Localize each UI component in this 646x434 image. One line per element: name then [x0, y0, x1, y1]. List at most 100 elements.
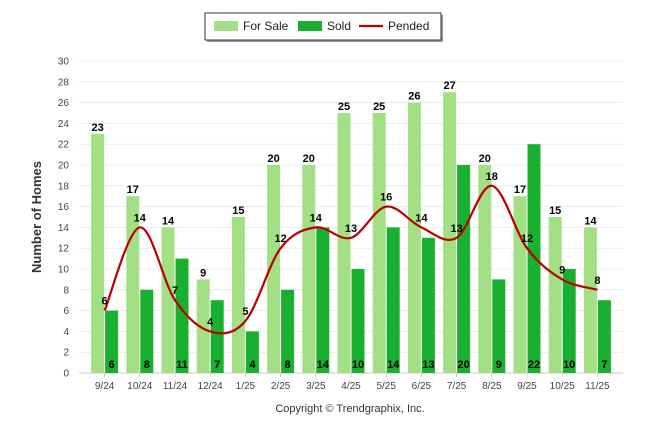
for-sale-value-label: 9 [200, 267, 206, 279]
bar-sold [421, 237, 435, 373]
for-sale-value-label: 25 [373, 101, 385, 113]
bar-sold [597, 300, 611, 373]
bar-for-sale [337, 113, 351, 373]
sold-value-label: 8 [144, 359, 150, 371]
pended-value-label: 12 [521, 233, 533, 245]
for-sale-value-label: 17 [514, 184, 526, 196]
bar-sold [492, 279, 506, 373]
pended-value-label: 7 [172, 285, 178, 297]
x-tick-label: 9/25 [517, 381, 537, 392]
bar-sold [457, 165, 471, 373]
sold-value-label: 4 [249, 359, 256, 371]
sold-value-label: 20 [457, 359, 469, 371]
bar-for-sale [583, 227, 597, 373]
y-tick-label: 2 [63, 348, 69, 359]
legend-swatch-sold [298, 21, 322, 31]
bar-sold [140, 289, 154, 373]
bar-for-sale [478, 165, 492, 373]
y-tick-label: 10 [58, 265, 70, 276]
bar-for-sale [196, 279, 210, 373]
x-tick-label: 2/25 [271, 381, 291, 392]
y-tick-label: 30 [58, 57, 70, 68]
bar-for-sale [231, 217, 245, 373]
x-tick-label: 3/25 [306, 381, 326, 392]
bar-sold [245, 331, 259, 373]
pended-line-layer [103, 184, 598, 335]
grid [79, 60, 623, 374]
y-tick-label: 0 [63, 369, 69, 380]
for-sale-value-label: 20 [303, 153, 315, 165]
bar-for-sale [443, 92, 457, 373]
pended-value-label: 13 [450, 223, 462, 235]
bar-sold [316, 227, 330, 373]
sold-value-label: 22 [528, 359, 540, 371]
bar-for-sale [267, 165, 281, 373]
for-sale-value-label: 26 [408, 91, 420, 103]
y-tick-label: 26 [58, 98, 70, 109]
y-tick-label: 28 [58, 77, 70, 88]
bar-sold [527, 144, 541, 373]
bar-sold [105, 310, 119, 373]
y-tick-label: 18 [58, 181, 70, 192]
pended-value-label: 16 [380, 192, 392, 204]
y-tick-label: 22 [58, 140, 70, 151]
sold-value-label: 10 [563, 359, 575, 371]
pended-value-label: 12 [274, 233, 286, 245]
bar-for-sale [372, 113, 386, 373]
x-axis-ticks: 9/24 10/24 11/24 12/24 1/25 2/25 3/25 4/25 5/25 6… [95, 373, 610, 392]
bar-for-sale [548, 217, 562, 373]
x-tick-label: 1/25 [236, 381, 256, 392]
x-tick-label: 12/24 [198, 381, 223, 392]
legend-label-sold: Sold [327, 19, 351, 33]
x-tick-label: 11/25 [585, 381, 610, 392]
y-axis-label: Number of Homes [29, 161, 44, 273]
y-tick-label: 20 [58, 161, 70, 172]
for-sale-value-label: 14 [162, 215, 175, 227]
bar-for-sale [161, 227, 175, 373]
pended-line [103, 184, 598, 335]
sold-value-label: 14 [317, 359, 330, 371]
x-tick-label: 10/25 [550, 381, 575, 392]
x-tick-label: 9/24 [95, 381, 115, 392]
bars [91, 92, 611, 373]
x-tick-label: 5/25 [376, 381, 396, 392]
for-sale-value-label: 20 [479, 153, 491, 165]
sold-value-label: 7 [214, 359, 220, 371]
bar-for-sale [302, 165, 316, 373]
for-sale-value-label: 14 [584, 215, 597, 227]
legend-label-pended: Pended [388, 19, 429, 33]
legend-swatch-for-sale [214, 21, 238, 31]
x-tick-label: 4/25 [341, 381, 361, 392]
for-sale-value-label: 17 [127, 184, 139, 196]
bar-sold [562, 269, 576, 373]
sold-value-label: 7 [601, 359, 607, 371]
for-sale-value-label: 20 [267, 153, 279, 165]
sold-value-label: 6 [109, 359, 115, 371]
for-sale-value-label: 15 [549, 205, 561, 217]
sold-value-label: 14 [387, 359, 400, 371]
bar-for-sale [513, 196, 527, 373]
pended-value-label: 14 [415, 212, 428, 224]
x-tick-label: 11/24 [163, 381, 188, 392]
bar-sold [175, 258, 189, 373]
for-sale-value-label: 15 [232, 205, 244, 217]
bar-sold [281, 289, 295, 373]
bar-sold [210, 300, 224, 373]
data-labels: 23 6 17 8 14 11 9 7 15 4 20 8 20 14 25 10 25 14 26 13 27 20 20… [91, 80, 607, 371]
pended-value-label: 4 [207, 316, 214, 328]
bar-for-sale [407, 102, 421, 373]
bar-sold [386, 227, 400, 373]
legend: For Sale Sold Pended [204, 12, 443, 42]
sold-value-label: 13 [422, 359, 434, 371]
y-tick-label: 14 [58, 223, 70, 234]
x-tick-label: 8/25 [482, 381, 502, 392]
sold-value-label: 10 [352, 359, 364, 371]
sold-value-label: 11 [176, 359, 188, 371]
y-tick-label: 8 [63, 285, 69, 296]
pended-value-label: 9 [559, 264, 565, 276]
y-tick-label: 16 [58, 202, 70, 213]
pended-value-label: 18 [486, 171, 498, 183]
